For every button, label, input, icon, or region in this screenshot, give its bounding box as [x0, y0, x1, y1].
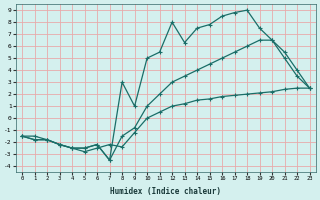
X-axis label: Humidex (Indice chaleur): Humidex (Indice chaleur) — [110, 187, 221, 196]
